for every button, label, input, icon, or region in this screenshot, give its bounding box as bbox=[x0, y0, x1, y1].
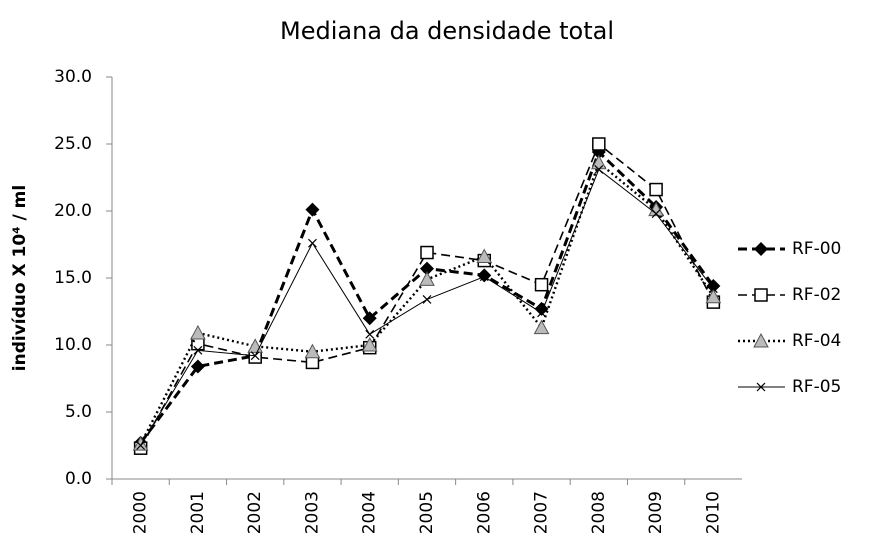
data-point bbox=[649, 182, 663, 197]
data-point bbox=[248, 350, 262, 364]
legend-label: RF-00 bbox=[792, 239, 841, 259]
x-tick-label: 2003 bbox=[302, 491, 322, 534]
y-tick-label: 25.0 bbox=[54, 134, 92, 154]
data-point bbox=[136, 441, 146, 450]
series-line bbox=[139, 142, 715, 449]
y-tick-label: 0.0 bbox=[65, 469, 92, 489]
data-point bbox=[132, 436, 149, 451]
data-point bbox=[250, 351, 260, 361]
series-line bbox=[139, 160, 715, 445]
data-point bbox=[420, 261, 434, 276]
data-point bbox=[706, 279, 721, 294]
data-point bbox=[534, 277, 549, 292]
data-point bbox=[594, 165, 604, 174]
data-point bbox=[304, 343, 321, 359]
data-point bbox=[651, 209, 661, 219]
data-point bbox=[537, 308, 546, 318]
y-tick-label: 20.0 bbox=[54, 201, 92, 221]
x-tick-label: 2010 bbox=[703, 491, 723, 534]
data-point bbox=[592, 137, 606, 151]
legend-marker bbox=[753, 332, 769, 348]
y-tick-label: 15.0 bbox=[54, 268, 92, 288]
x-tick-label: 2000 bbox=[131, 491, 151, 534]
x-tick-label: 2009 bbox=[646, 491, 666, 534]
series-line bbox=[140, 168, 714, 446]
data-point bbox=[361, 336, 378, 352]
data-point bbox=[365, 329, 375, 339]
y-axis-label: indivíduo X 10⁴ / ml bbox=[10, 185, 30, 371]
x-tick-label: 2008 bbox=[589, 491, 609, 534]
legend-marker bbox=[756, 382, 766, 392]
data-point bbox=[191, 336, 205, 351]
data-point bbox=[705, 288, 722, 304]
series-line bbox=[139, 149, 715, 444]
data-point bbox=[190, 324, 206, 340]
x-tick-label: 2007 bbox=[532, 491, 552, 534]
x-tick-label: 2006 bbox=[474, 491, 494, 534]
y-tick-label: 10.0 bbox=[54, 335, 92, 355]
data-point bbox=[479, 272, 489, 282]
x-tick-label: 2002 bbox=[245, 491, 265, 534]
x-tick-label: 2004 bbox=[360, 491, 380, 534]
data-point bbox=[305, 202, 320, 217]
data-point bbox=[193, 345, 203, 355]
legend-label: RF-04 bbox=[792, 331, 841, 351]
x-tick-label: 2001 bbox=[188, 491, 208, 534]
data-point bbox=[422, 295, 432, 304]
y-tick-label: 30.0 bbox=[54, 67, 92, 87]
data-point bbox=[420, 245, 434, 260]
legend-marker bbox=[754, 242, 768, 256]
legend-label: RF-05 bbox=[792, 377, 841, 397]
x-tick-label: 2005 bbox=[417, 491, 437, 534]
chart-title: Mediana da densidade total bbox=[280, 17, 614, 45]
data-point bbox=[308, 238, 317, 248]
data-point bbox=[362, 311, 377, 326]
legend-label: RF-02 bbox=[792, 285, 841, 305]
data-point bbox=[533, 319, 550, 335]
data-point bbox=[305, 355, 320, 370]
data-point bbox=[190, 359, 205, 374]
data-point bbox=[708, 284, 718, 294]
data-point bbox=[534, 301, 549, 316]
y-tick-label: 5.0 bbox=[65, 402, 92, 422]
legend-marker bbox=[754, 288, 768, 302]
data-point bbox=[476, 248, 493, 264]
data-point bbox=[648, 201, 664, 217]
data-point bbox=[419, 271, 435, 286]
